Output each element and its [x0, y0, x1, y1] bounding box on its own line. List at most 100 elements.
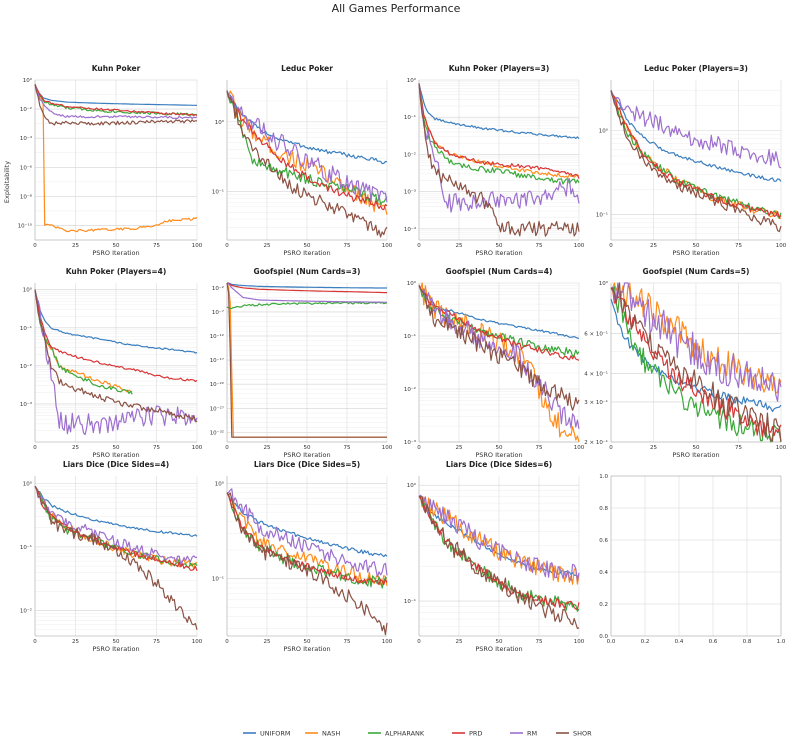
y-tick-label: 10⁻³	[20, 401, 32, 408]
panel-title: Liars Dice (Dice Sides=4)	[63, 460, 169, 469]
legend: UNIFORM NASH ALPHARANK PRD RM SHOR	[243, 730, 592, 738]
x-tick-label: 1.0	[777, 639, 786, 645]
y-tick-label: 10⁻¹	[20, 544, 32, 551]
y-tick-label: 10⁻²⁷	[210, 405, 224, 412]
x-axis-label: PSRO Iteration	[92, 645, 139, 653]
series-line-prd	[610, 90, 782, 219]
x-tick-label: 25	[650, 243, 657, 249]
y-tick-label: 10⁻⁸	[20, 193, 33, 200]
x-tick-label: 25	[264, 639, 271, 645]
y-tick-label: 10⁰	[23, 77, 33, 84]
y-tick-label: 10⁰	[215, 481, 225, 488]
x-tick-label: 0	[33, 445, 37, 451]
series-line-nash	[34, 84, 198, 233]
x-tick-label: 75	[344, 639, 351, 645]
y-tick-label: 10⁻¹⁷	[210, 357, 224, 364]
y-tick-label: 10⁻⁷	[212, 309, 224, 316]
series-line-prd	[34, 289, 198, 383]
series-line-shor	[610, 90, 782, 233]
panel-title: Liars Dice (Dice Sides=6)	[446, 460, 552, 469]
legend-item-shor: SHOR	[556, 730, 592, 738]
y-tick-label: 1.0	[599, 474, 608, 480]
y-tick-label: 10⁰	[407, 482, 417, 489]
series-line-rm	[226, 282, 387, 303]
x-tick-label: 0	[609, 445, 613, 451]
y-tick-label: 10⁻²	[20, 363, 32, 370]
series-line-uniform	[34, 485, 198, 537]
x-tick-label: 50	[113, 243, 120, 249]
y-tick-label: 10⁻¹⁰	[18, 222, 33, 229]
series-line-nash	[418, 494, 580, 585]
x-tick-label: 50	[304, 243, 311, 249]
y-tick-label: 0.2	[599, 602, 608, 608]
series-line-prd	[226, 282, 387, 294]
legend-item-alpharank: ALPHARANK	[368, 730, 425, 738]
series-line-nash	[34, 289, 133, 393]
series-line-uniform	[418, 83, 580, 140]
x-tick-label: 100	[192, 445, 203, 451]
y-tick-label: 10⁻¹	[596, 212, 608, 219]
legend-item-nash: NASH	[305, 730, 340, 738]
panel-liars-dice-dice-sides-6: 0 25 50 75 100 10⁰ 10⁻¹ Liars Dice (Dice Sides=…	[404, 460, 585, 653]
series-line-alpharank	[610, 286, 782, 443]
x-tick-label: 50	[304, 445, 311, 451]
series-line-prd	[34, 84, 198, 117]
panel-empty: 0.0 0.2 0.4 0.6 0.8 1.0 0.0 0.2 0.4 0.6 0.8 1.0	[599, 474, 786, 645]
legend-label: RM	[527, 730, 537, 738]
series-line-shor	[34, 289, 198, 423]
x-tick-label: 75	[536, 639, 543, 645]
panel-title: Leduc Poker (Players=3)	[644, 64, 748, 73]
y-tick-label: 0.0	[599, 634, 608, 640]
x-tick-label: 75	[153, 243, 160, 249]
y-tick-label: 10⁻³	[404, 189, 416, 196]
x-tick-label: 25	[72, 445, 79, 451]
y-tick-label: 10⁰	[407, 77, 417, 84]
series-line-rm	[34, 485, 198, 565]
series-line-prd	[226, 90, 388, 211]
panel-goofspiel-num-cards-4: 0 25 50 75 100 10⁰ 10⁻¹ 10⁻² 10⁻³ Goofspiel (Num …	[404, 267, 585, 459]
x-tick-label: 75	[536, 243, 543, 249]
y-tick-label: 2 × 10⁻¹	[584, 439, 608, 446]
x-tick-label: 25	[456, 639, 463, 645]
y-tick-label: 6 × 10⁻¹	[584, 330, 608, 337]
x-tick-label: 0.0	[607, 639, 616, 645]
x-tick-label: 25	[72, 639, 79, 645]
series-line-rm	[610, 282, 782, 402]
series-line-shor	[34, 485, 198, 630]
y-tick-label: 10⁻³	[404, 439, 416, 446]
y-tick-label: 4 × 10⁻¹	[584, 371, 608, 378]
x-tick-label: 0.8	[743, 639, 752, 645]
y-tick-label: 10⁻¹	[404, 114, 416, 121]
x-tick-label: 75	[153, 639, 160, 645]
x-axis-label: PSRO Iteration	[475, 451, 522, 459]
x-tick-label: 100	[574, 639, 585, 645]
y-tick-label: 3 × 10⁻¹	[584, 399, 608, 406]
series-line-shor	[34, 84, 197, 126]
figure-ylabel: Exploitability	[3, 161, 11, 203]
panel-goofspiel-num-cards-3: 0 25 50 75 100 10⁻² 10⁻⁷ 10⁻¹² 10⁻¹⁷ 10⁻²² 10⁻²⁷ 10…	[210, 267, 393, 459]
x-tick-label: 0	[225, 639, 229, 645]
y-tick-label: 10⁻¹	[212, 576, 224, 583]
y-tick-label: 10⁻²	[404, 151, 416, 158]
x-tick-label: 50	[496, 639, 503, 645]
x-tick-label: 25	[650, 445, 657, 451]
x-axis-label: PSRO Iteration	[283, 645, 330, 653]
x-tick-label: 100	[382, 243, 393, 249]
series-line-shor	[418, 495, 580, 630]
y-tick-label: 10⁰	[215, 119, 225, 126]
series-line-shor	[226, 492, 388, 636]
series-line-shor	[418, 285, 580, 411]
panel-goofspiel-num-cards-5: 0 25 50 75 100 10⁰ 6 × 10⁻¹ 4 × 10⁻¹ 3 × 10⁻¹ 2 ×…	[584, 267, 786, 459]
x-tick-label: 75	[344, 243, 351, 249]
x-tick-label: 75	[735, 445, 742, 451]
x-tick-label: 25	[264, 445, 271, 451]
y-tick-label: 0.6	[599, 538, 608, 544]
x-tick-label: 100	[382, 639, 393, 645]
panel-title: Kuhn Poker (Players=4)	[66, 267, 167, 276]
y-tick-label: 10⁻¹	[20, 325, 32, 332]
series-line-shor	[226, 282, 387, 438]
y-tick-label: 10⁻⁴	[404, 226, 417, 233]
x-axis-label: PSRO Iteration	[92, 451, 139, 459]
series-line-rm	[418, 285, 580, 430]
x-axis-label: PSRO Iteration	[92, 249, 139, 257]
